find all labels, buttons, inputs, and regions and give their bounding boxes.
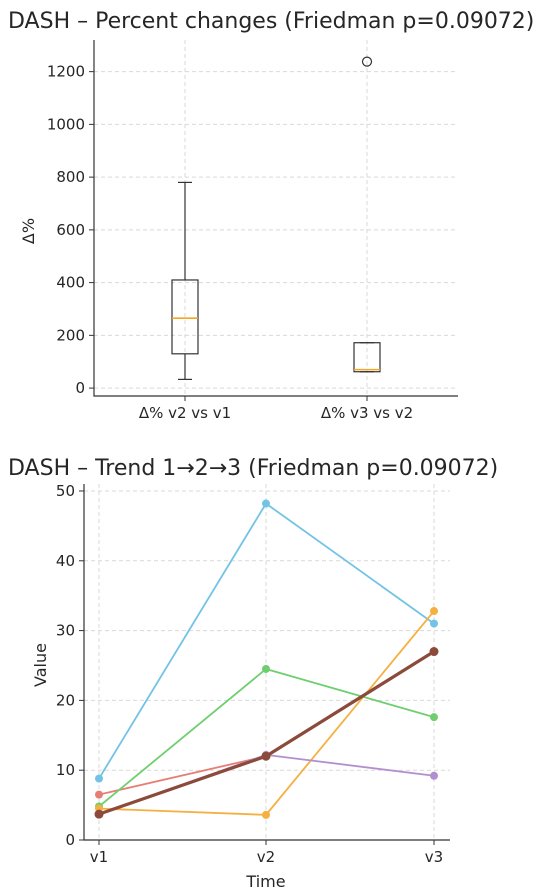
box-chart-ytick-label: 600 [56, 221, 85, 239]
box-chart-ytick-label: 400 [56, 274, 85, 292]
box-chart: DASH – Percent changes (Friedman p=0.090… [8, 9, 534, 422]
line-series-3-point [430, 713, 438, 722]
box-chart-spine [93, 40, 458, 397]
line-series-1-point [95, 774, 103, 783]
line-chart: DASH – Trend 1→2→3 (Friedman p=0.09072) … [8, 456, 498, 891]
line-series-6-point [261, 751, 271, 761]
line-chart-ytick-label: 10 [56, 761, 75, 779]
box-chart-ytick-label: 0 [75, 379, 85, 397]
line-chart-ytick-label: 0 [65, 831, 75, 849]
line-series-1-point [430, 619, 438, 628]
box-chart-xtick-label: Δ% v2 vs v1 [139, 404, 231, 422]
line-chart-ytick-label: 30 [56, 622, 75, 640]
line-chart-grid [84, 484, 450, 841]
line-chart-xtick-label: v2 [257, 848, 275, 866]
box-chart-title: DASH – Percent changes (Friedman p=0.090… [8, 9, 534, 34]
box-chart-xtick-label: Δ% v3 vs v2 [321, 404, 413, 422]
line-series-4-point [262, 810, 270, 819]
line-series-1-point [262, 499, 270, 508]
box-rect [353, 342, 381, 373]
line-chart-axes: 0 10 20 30 40 50 v1 v2 v3 [56, 482, 450, 866]
box-chart-ytick-label: 800 [56, 168, 85, 186]
line-chart-ytick-label: 40 [56, 552, 75, 570]
line-series-6-point [429, 647, 439, 657]
line-chart-xtick-label: v1 [90, 848, 108, 866]
box-outlier [361, 56, 373, 67]
box-chart-ylabel: Δ% [19, 218, 38, 244]
line-chart-spine [83, 484, 450, 841]
line-chart-title: DASH – Trend 1→2→3 (Friedman p=0.09072) [8, 456, 498, 481]
line-series-4-point [430, 607, 438, 616]
line-series-5 [98, 753, 435, 816]
line-chart-ytick-label: 20 [56, 691, 75, 709]
line-chart-xtick-label: v3 [425, 848, 443, 866]
box-chart-marks [171, 56, 381, 380]
line-chart-xlabel: Time [245, 872, 285, 891]
line-chart-ylabel: Value [31, 643, 50, 687]
line-chart-ytick-label: 50 [56, 482, 75, 500]
line-chart-marks [94, 499, 439, 819]
line-series-6-point [94, 809, 104, 819]
line-series-5-point [430, 771, 438, 780]
line-series-3-point [262, 664, 270, 673]
box-chart-ytick-label: 1200 [47, 63, 85, 81]
box-chart-grid [94, 40, 458, 396]
line-series-2-point [95, 790, 103, 799]
box-chart-ytick-label: 1000 [47, 115, 85, 133]
box-rect [171, 279, 199, 355]
box-chart-axes: 0 200 400 600 800 1000 1200 Δ% v2 vs v1 Δ% v3 vs… [47, 40, 458, 422]
box-chart-ytick-label: 200 [56, 326, 85, 344]
